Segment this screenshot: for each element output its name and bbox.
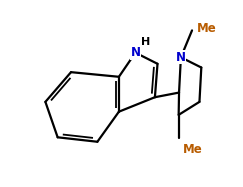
Text: Me: Me [197,22,217,35]
Text: N: N [130,46,140,59]
Text: H: H [141,37,150,47]
Text: Me: Me [182,143,202,156]
Text: N: N [176,51,186,64]
